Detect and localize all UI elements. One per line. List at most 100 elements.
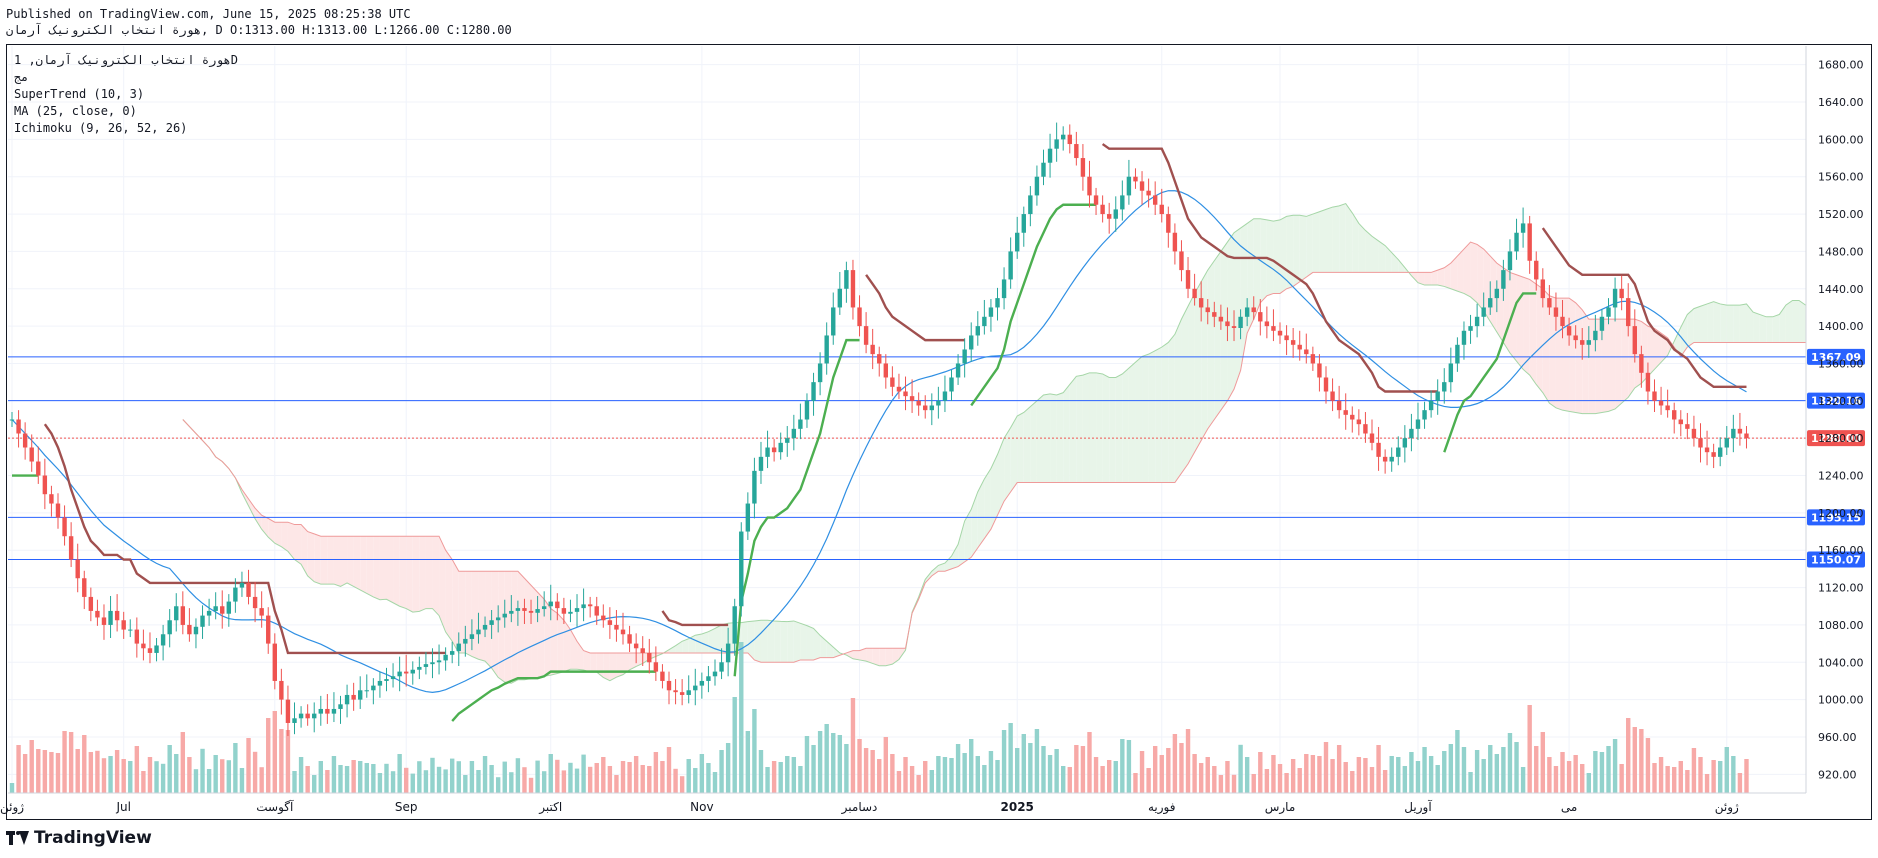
cloud-segment	[583, 650, 591, 673]
cloud-segment	[1365, 230, 1372, 273]
candle-body	[1317, 363, 1322, 378]
volume-bar	[535, 760, 540, 793]
candle-body	[1632, 326, 1637, 355]
volume-bar	[955, 744, 961, 793]
tradingview-icon	[6, 831, 29, 845]
candle-body	[482, 624, 488, 630]
candle-body	[673, 690, 678, 693]
candle-body	[798, 419, 803, 429]
volume-bar	[1573, 755, 1578, 793]
candle-body	[778, 442, 783, 453]
candle-body	[1343, 410, 1348, 415]
candle-body	[1258, 312, 1263, 322]
candle-body	[292, 718, 297, 723]
volume-bar	[1632, 727, 1637, 793]
candle-body	[719, 662, 724, 672]
price-level-tag	[1807, 348, 1865, 365]
cloud-segment	[1273, 219, 1281, 294]
volume-bar	[594, 763, 599, 793]
volume-bar	[206, 769, 212, 793]
tradingview-logo[interactable]: TradingView	[6, 828, 152, 848]
volume-bar	[1356, 757, 1362, 793]
cloud-segment	[524, 578, 532, 680]
cloud-segment	[675, 641, 683, 653]
cloud-segment	[1004, 427, 1011, 502]
candle-body	[771, 447, 777, 453]
legend-ichimoku[interactable]: Ichimoku (9, 26, 52, 26)	[14, 121, 188, 135]
price-tick-label: 1160.00	[1818, 544, 1864, 557]
horizontal-lines	[8, 356, 1806, 560]
volume-bar	[36, 749, 41, 793]
cloud-segment	[616, 652, 624, 678]
candle-body	[298, 713, 304, 719]
candle-body	[36, 461, 41, 476]
candle-body	[252, 596, 258, 609]
cloud-segment	[1726, 305, 1734, 343]
candle-body	[1534, 260, 1539, 280]
candle-body	[1422, 410, 1427, 420]
price-tick-label: 1200.00	[1818, 507, 1864, 520]
cloud-segment	[393, 536, 400, 607]
candle-body	[325, 708, 330, 714]
candle-body	[1428, 400, 1434, 411]
volume-bar	[377, 773, 383, 793]
volume-bar	[423, 770, 429, 793]
cloud-segment	[1595, 319, 1602, 414]
candle-body	[1047, 148, 1053, 163]
time-tick-label: دسامبر	[841, 800, 878, 815]
cloud-segment	[1260, 218, 1267, 303]
candle-body	[962, 349, 967, 364]
volume-bar	[1652, 763, 1657, 793]
volume-bar	[68, 732, 74, 793]
candle-body	[1126, 176, 1132, 196]
candle-body	[384, 679, 389, 681]
cloud-segment	[471, 571, 479, 660]
candle-body	[1685, 424, 1690, 429]
legend-ma[interactable]: MA (25, close, 0)	[14, 104, 137, 118]
cloud-segment	[281, 522, 288, 552]
candle-body	[561, 608, 567, 614]
volume-bar	[1087, 732, 1092, 793]
volume-bar	[344, 766, 350, 793]
cloud-segment	[550, 608, 558, 676]
candle-body	[1290, 340, 1296, 345]
time-tick-label: مارس	[1265, 800, 1296, 815]
cloud-segment	[1463, 242, 1471, 297]
cloud-segment	[925, 571, 932, 583]
volume-bar	[1455, 730, 1460, 793]
candle-body	[1198, 298, 1204, 308]
candle-body	[1231, 326, 1237, 328]
volume-bar	[778, 762, 783, 793]
candle-body	[1350, 414, 1355, 420]
candle-body	[1580, 340, 1585, 345]
cloud-segment	[1030, 400, 1037, 483]
candle-body	[147, 648, 153, 653]
volume-bar	[975, 756, 980, 793]
volume-bar	[272, 711, 277, 793]
cloud-segment	[629, 652, 637, 670]
price-tick-label: 1080.00	[1818, 619, 1864, 632]
price-tick-label: 1360.00	[1818, 357, 1864, 370]
volume-bar	[719, 750, 724, 793]
volume-bar	[1507, 733, 1513, 793]
volume-bar	[1225, 761, 1230, 793]
price-tick-label: 960.00	[1818, 731, 1857, 744]
cloud-segment	[590, 652, 597, 673]
legend-supertrend[interactable]: SuperTrend (10, 3)	[14, 87, 145, 101]
volume-bar	[213, 755, 218, 793]
volume-bar	[522, 767, 527, 793]
candle-body	[364, 690, 369, 692]
cloud-segment	[1601, 319, 1609, 413]
cloud-segment	[793, 620, 801, 663]
volume-bar	[627, 762, 632, 793]
candle-body	[1192, 288, 1197, 299]
candle-body	[344, 694, 350, 705]
candle-body	[436, 660, 442, 663]
candle-body	[929, 405, 934, 411]
time-tick-label: ژوئن	[0, 800, 24, 815]
candle-body	[1658, 400, 1664, 406]
volume-bar	[1350, 771, 1355, 793]
volume-bar	[725, 743, 731, 793]
candle-body	[1159, 204, 1164, 215]
